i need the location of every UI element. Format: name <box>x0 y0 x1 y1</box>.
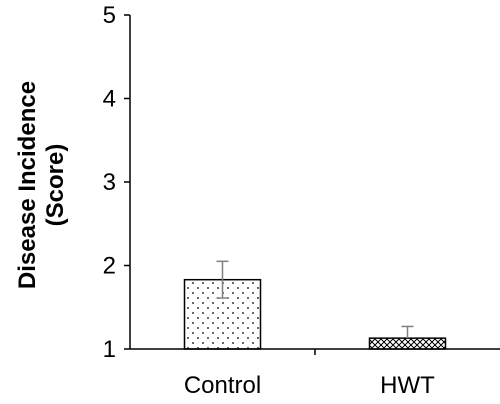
bar-hwt <box>368 337 447 350</box>
error-bars <box>216 260 414 339</box>
y-tick-label: 2 <box>103 253 116 280</box>
x-axis-labels: Control HWT <box>184 372 435 399</box>
x-category-label: HWT <box>380 372 435 399</box>
y-tick-label: 1 <box>103 336 116 363</box>
y-axis-title-line2: (Score) <box>42 144 69 227</box>
y-axis-title-line1: Disease Incidence <box>14 81 41 289</box>
y-axis-title: Disease Incidence (Score) <box>14 81 69 289</box>
x-category-label: Control <box>184 372 261 399</box>
y-axis-ticks: 1 2 3 4 5 <box>103 2 130 363</box>
y-tick-label: 4 <box>103 86 116 113</box>
axes <box>129 15 500 355</box>
y-tick-label: 5 <box>103 2 116 29</box>
y-tick-label: 3 <box>103 169 116 196</box>
bars <box>183 278 447 350</box>
